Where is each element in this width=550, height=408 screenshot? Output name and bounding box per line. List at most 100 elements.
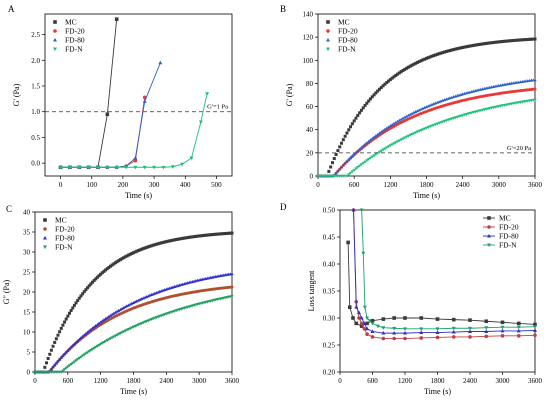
data-point [351,316,355,320]
data-point [457,46,461,50]
data-point [533,322,537,327]
data-point [227,231,231,235]
legend-label: MC [338,18,350,27]
data-point [522,38,526,42]
data-point [377,150,382,154]
data-point [205,233,209,237]
data-point [138,248,142,252]
data-point [461,114,465,118]
y-tick-label: 0.0 [31,160,40,168]
data-point [95,322,100,326]
data-point [462,45,466,49]
x-tick-label: 0 [59,181,63,189]
data-point [484,334,489,339]
data-point [412,132,416,136]
data-point [452,48,456,52]
data-point [225,231,229,235]
legend-label: MC [65,18,77,27]
legend-label: FD-80 [65,36,85,45]
data-point [385,146,389,150]
data-point [220,232,224,236]
data-point [381,336,386,341]
data-point [493,40,497,44]
data-point [136,249,140,253]
data-point [58,330,62,334]
data-point [170,165,175,169]
data-point [381,128,385,132]
data-point [377,87,381,91]
data-point [379,85,383,89]
data-point [484,329,489,333]
data-point [387,79,391,83]
legend-marker [487,243,491,248]
data-point [392,142,396,146]
data-point [94,345,98,349]
panel-b: B 0 600 1200 1800 2400 3000 3600 0 20 40 60 80 100 120… [280,4,543,200]
y-tick-label: 15 [23,309,31,317]
data-point [392,326,397,331]
x-tick-label: 200 [118,181,129,189]
data-point [419,128,423,132]
data-point [533,98,537,102]
data-point [107,265,111,269]
data-point [468,318,472,322]
data-point [421,106,425,110]
data-point [334,171,338,175]
data-point [401,116,405,120]
data-point [128,302,132,306]
data-point [414,110,418,114]
data-point [435,52,439,56]
data-point [72,342,77,346]
data-point [395,119,400,123]
y-axis-title: G" (Pa) [2,279,11,304]
data-point [470,111,474,115]
data-point [392,75,396,79]
data-point [150,244,154,248]
series-line [60,97,146,168]
legend-marker [326,47,330,52]
data-point [370,136,374,140]
data-point [117,308,121,312]
data-point [506,39,510,43]
data-point [161,165,166,170]
panel-letter: A [8,4,15,14]
x-tick-label: 3000 [192,377,207,385]
data-point [51,344,55,348]
data-point [368,156,373,160]
data-point [404,114,409,118]
data-point [472,43,476,47]
data-point [82,290,86,294]
data-point [338,145,342,149]
data-point [126,303,131,307]
data-point [90,280,94,284]
data-point [192,235,196,239]
data-point [77,296,81,300]
data-point [54,337,58,341]
data-point [430,54,434,58]
data-point [62,368,67,372]
data-point [347,305,352,309]
data-point [403,336,407,341]
data-point [67,311,71,315]
data-point [99,342,103,346]
data-point [375,324,380,329]
y-axis-title: Loss tangent [307,270,316,311]
data-point [388,124,392,128]
data-point [410,133,414,137]
data-point [432,54,436,58]
data-point [392,316,396,320]
data-point [343,161,347,165]
legend-label: MC [499,214,511,223]
data-point [397,71,401,75]
data-point [141,247,145,251]
data-point [84,352,88,356]
x-tick-label: 3000 [496,377,511,385]
data-point [97,321,101,325]
data-point [94,324,98,328]
legend-label: FD-20 [499,223,519,232]
data-point [430,124,434,128]
data-point [124,165,129,170]
legend-label: FD-80 [338,36,358,45]
legend-marker [487,225,491,229]
